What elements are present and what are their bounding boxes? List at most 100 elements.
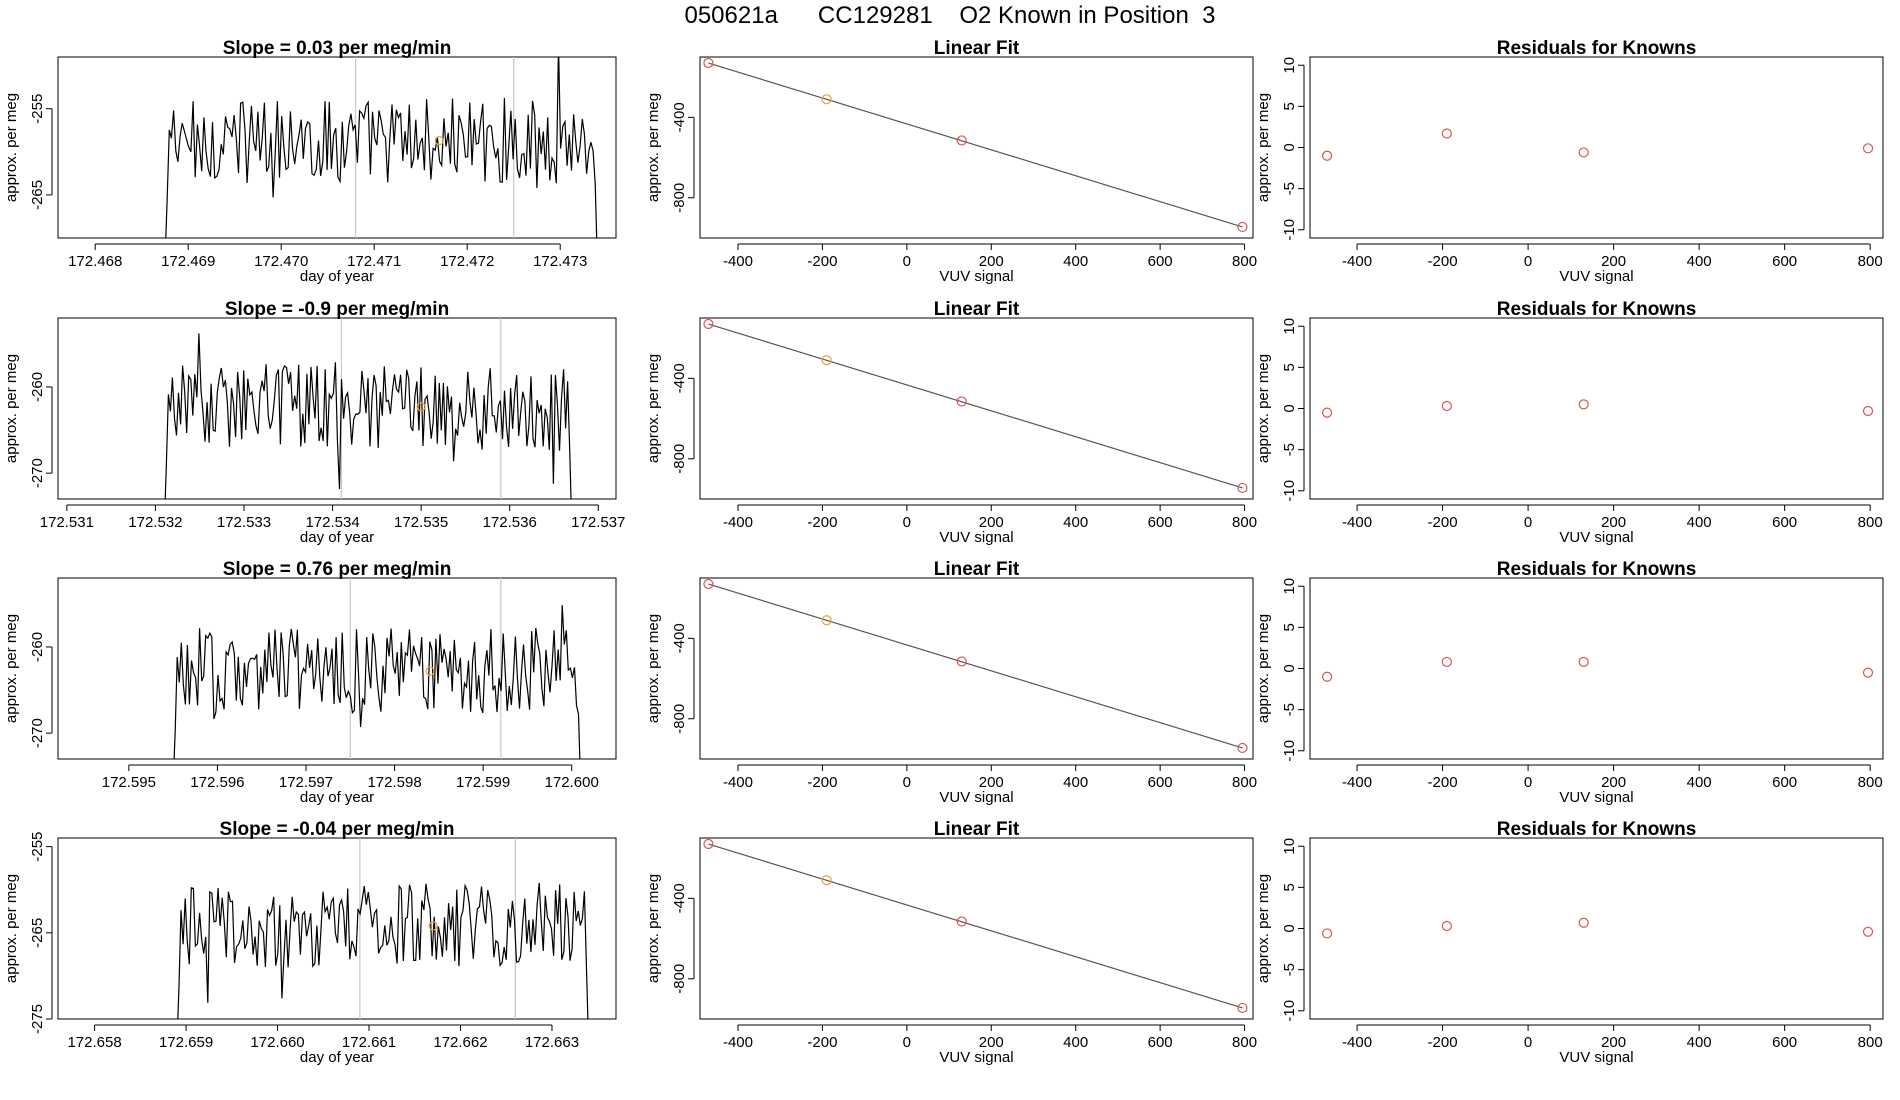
plot-area (1322, 656, 1874, 682)
x-tick-label: -200 (1428, 774, 1458, 791)
x-axis-label: day of year (300, 268, 374, 285)
x-tick-label: 172.597 (279, 774, 333, 791)
plot-frame (57, 56, 617, 239)
x-tick-label: 200 (1601, 1034, 1626, 1051)
plot-frame (57, 837, 617, 1020)
x-tick-label: 600 (1148, 253, 1173, 270)
y-tick-label: 10 (1281, 57, 1298, 74)
data-point (1441, 920, 1452, 932)
x-tick-label: -400 (723, 253, 753, 270)
x-tick-label: 400 (1687, 1034, 1712, 1051)
y-tick-label: 0 (1281, 664, 1298, 672)
plot-frame (699, 317, 1254, 500)
data-point (1322, 407, 1333, 418)
plot-frame (1309, 837, 1884, 1020)
y-axis-label: approx. per meg (1255, 614, 1272, 723)
panel-title: Residuals for Knowns (1497, 299, 1697, 320)
x-tick-label: 172.473 (533, 253, 587, 270)
x-tick-label: 200 (979, 253, 1004, 270)
y-tick-label: -265 (29, 918, 46, 948)
x-tick-label: 800 (1232, 1034, 1257, 1051)
data-point (956, 135, 967, 146)
plot-frame (1309, 317, 1884, 500)
x-tick-label: -200 (1428, 514, 1458, 531)
plot-area (703, 57, 1248, 233)
x-tick-label: 400 (1687, 774, 1712, 791)
panel-title: Residuals for Knowns (1497, 819, 1697, 840)
x-tick-label: 172.536 (483, 514, 537, 531)
x-tick-label: 172.659 (159, 1034, 213, 1051)
y-tick-label: -260 (29, 632, 46, 662)
fit-line (708, 583, 1243, 749)
series-line (164, 333, 572, 499)
panel-timeseries-row-4: Slope = -0.04 per meg/min 172.658 172.659 1… (3, 819, 617, 1066)
x-axis-label: day of year (300, 789, 374, 806)
x-tick-label: 172.596 (190, 774, 244, 791)
y-tick-label: -10 (1281, 1000, 1298, 1022)
panel-title: Linear Fit (934, 299, 1020, 320)
data-point (1441, 400, 1452, 412)
x-tick-label: 0 (903, 1034, 911, 1051)
x-tick-label: 800 (1232, 774, 1257, 791)
plot-area (173, 578, 581, 759)
data-point (1322, 928, 1333, 939)
panel-timeseries-row-3: Slope = 0.76 per meg/min 172.595 172.596 17… (3, 559, 617, 806)
fit-line (708, 323, 1243, 489)
data-point (703, 57, 714, 69)
y-tick-label: 0 (1281, 924, 1298, 932)
x-tick-label: 400 (1063, 774, 1088, 791)
x-tick-label: 600 (1772, 1034, 1797, 1051)
panel-residuals-row-4: Residuals for Knowns -400 -200 0 200 400 600 80… (1255, 819, 1884, 1066)
x-tick-label: 400 (1063, 514, 1088, 531)
x-tick-label: -200 (807, 514, 837, 531)
x-tick-label: 172.600 (545, 774, 599, 791)
x-axis-label: VUV signal (939, 268, 1013, 285)
data-point (956, 396, 967, 407)
x-tick-label: -400 (1342, 514, 1372, 531)
x-tick-label: 400 (1687, 514, 1712, 531)
x-tick-label: 0 (903, 253, 911, 270)
y-tick-label: -400 (671, 102, 688, 132)
x-tick-label: 0 (1524, 1034, 1532, 1051)
panel-title: Slope = -0.04 per meg/min (220, 819, 455, 840)
plot-area (703, 838, 1248, 1014)
x-tick-label: 172.532 (128, 514, 182, 531)
y-axis-label: approx. per meg (3, 354, 20, 463)
x-tick-label: 800 (1232, 253, 1257, 270)
x-tick-label: 800 (1858, 774, 1883, 791)
x-axis-label: VUV signal (939, 789, 1013, 806)
x-tick-label: 200 (979, 774, 1004, 791)
highlight-point (428, 921, 438, 931)
y-axis-label: approx. per meg (1255, 93, 1272, 202)
data-point (703, 838, 714, 850)
y-tick-label: 5 (1281, 363, 1298, 371)
plot-frame (699, 56, 1254, 239)
x-tick-label: 172.599 (456, 774, 510, 791)
x-tick-label: 800 (1232, 514, 1257, 531)
panel-title: Linear Fit (934, 559, 1020, 580)
x-tick-label: 172.661 (342, 1034, 396, 1051)
highlight-point (416, 402, 426, 412)
x-axis-label: VUV signal (1559, 789, 1633, 806)
y-tick-label: 5 (1281, 102, 1298, 110)
x-tick-label: 172.472 (440, 253, 494, 270)
y-axis-label: approx. per meg (645, 354, 662, 463)
x-tick-label: 0 (1524, 774, 1532, 791)
x-tick-label: 400 (1687, 253, 1712, 270)
y-axis-label: approx. per meg (1255, 874, 1272, 983)
y-tick-label: -400 (671, 883, 688, 913)
y-tick-label: -10 (1281, 480, 1298, 502)
y-tick-label: 10 (1281, 838, 1298, 855)
x-tick-label: 0 (1524, 514, 1532, 531)
data-point (703, 578, 714, 590)
x-tick-label: 172.535 (394, 514, 448, 531)
x-tick-label: 400 (1063, 1034, 1088, 1051)
x-axis-label: VUV signal (1559, 529, 1633, 546)
y-tick-label: 10 (1281, 318, 1298, 335)
x-tick-label: 200 (1601, 253, 1626, 270)
series-line (165, 57, 598, 238)
y-tick-label: 0 (1281, 143, 1298, 151)
fit-line (708, 843, 1243, 1009)
series-line (177, 882, 589, 1019)
data-point (1862, 667, 1874, 678)
